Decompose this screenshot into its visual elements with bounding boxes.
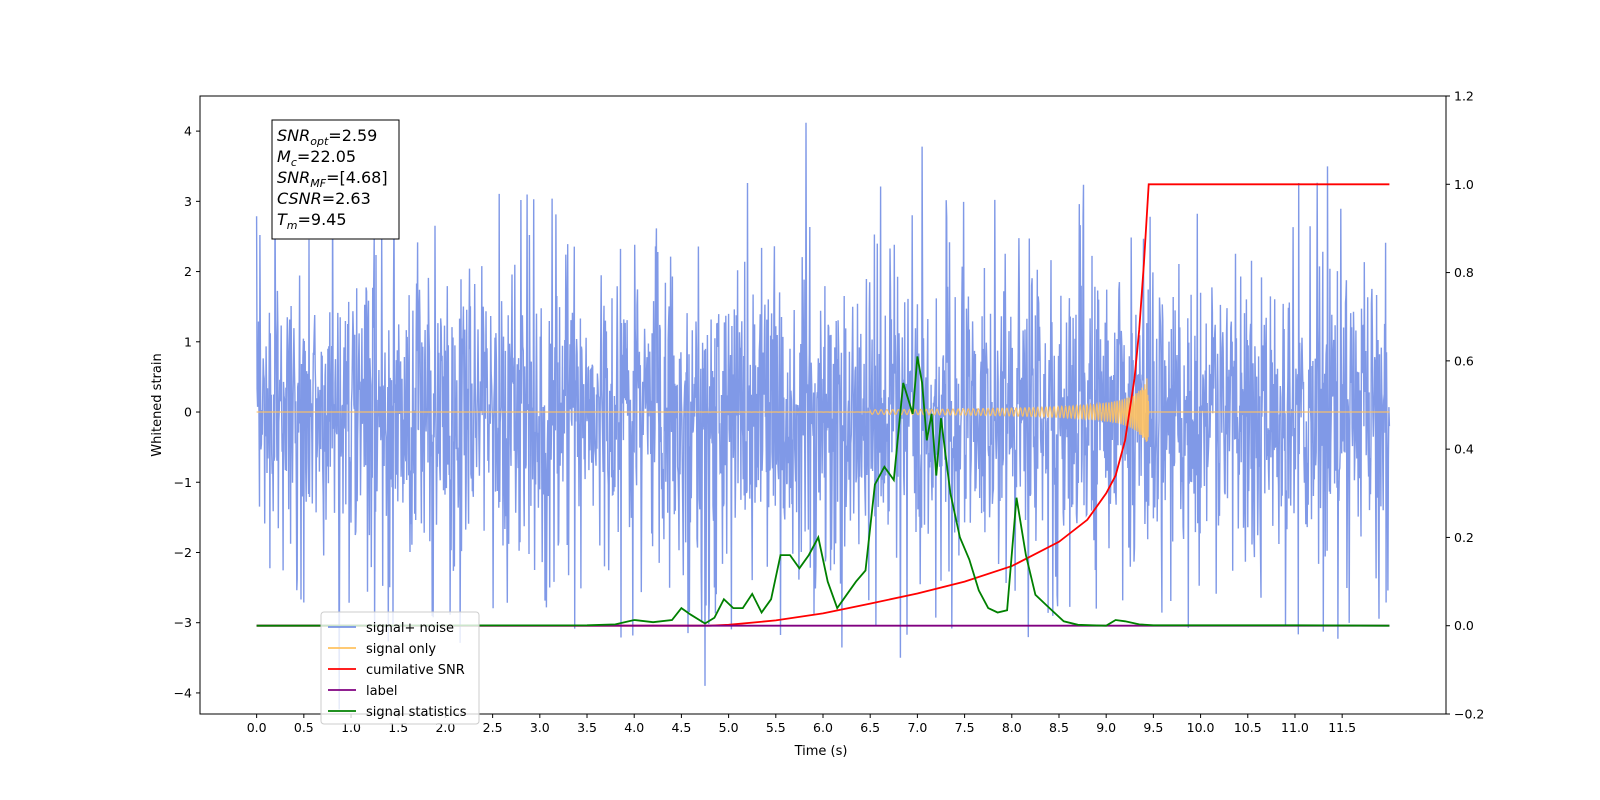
x-tick-label: 4.5 — [671, 720, 691, 735]
y-tick-label: 2 — [184, 264, 192, 279]
x-tick-label: 9.5 — [1143, 720, 1163, 735]
y2-tick-label: −0.2 — [1454, 707, 1484, 722]
x-tick-label: 8.5 — [1049, 720, 1069, 735]
x-tick-label: 5.5 — [766, 720, 786, 735]
y-axis-label: Whitened strain — [150, 353, 165, 456]
y-tick-label: −4 — [174, 685, 192, 700]
legend-label: cumilative SNR — [366, 663, 465, 678]
y-axis-left: 4 3 2 1 0 −1 −2 −3 −4 — [174, 124, 200, 700]
x-tick-label: 9.0 — [1096, 720, 1116, 735]
y-tick-label: 3 — [184, 194, 192, 209]
y-tick-label: −1 — [174, 475, 192, 490]
x-tick-label: 8.0 — [1002, 720, 1022, 735]
y2-tick-label: 1.0 — [1454, 177, 1474, 192]
x-tick-label: 11.0 — [1281, 720, 1309, 735]
legend-label: signal statistics — [366, 705, 467, 720]
series-line-signal-statistics — [256, 356, 1390, 627]
x-tick-label: 10.5 — [1234, 720, 1262, 735]
y-tick-label: 0 — [184, 405, 192, 420]
x-tick-label: 6.5 — [860, 720, 880, 735]
y2-tick-label: 0.8 — [1454, 265, 1474, 280]
annotation-line: SNRMF=[4.68] — [277, 168, 388, 190]
y2-tick-label: 0.6 — [1454, 353, 1474, 368]
x-axis-label: Time (s) — [794, 744, 848, 759]
legend: signal+ noise signal only cumilative SNR la… — [320, 611, 480, 725]
x-tick-label: 11.5 — [1328, 720, 1356, 735]
x-axis: 0.0 0.5 1.0 1.5 2.0 2.5 3.0 3.5 4.0 4.5 5.0 5.5 6.0 6… — [247, 714, 1356, 735]
series-line-signal-noise — [255, 122, 1391, 710]
annotation-line: CSNR=2.63 — [277, 189, 371, 208]
y2-tick-label: 1.2 — [1454, 89, 1474, 104]
legend-label: label — [366, 684, 397, 699]
y-tick-label: 1 — [184, 334, 192, 349]
legend-frame — [320, 611, 480, 725]
x-tick-label: 3.5 — [577, 720, 597, 735]
y2-tick-label: 0.2 — [1454, 530, 1474, 545]
legend-label: signal+ noise — [366, 621, 454, 636]
x-tick-label: 7.5 — [955, 720, 975, 735]
y-tick-label: −2 — [174, 545, 192, 560]
y-axis-right: 1.2 1.0 0.8 0.6 0.4 0.2 0.0 −0.2 — [1446, 89, 1484, 722]
x-tick-label: 7.0 — [907, 720, 927, 735]
x-tick-label: 5.0 — [719, 720, 739, 735]
x-tick-label: 3.0 — [530, 720, 550, 735]
y-tick-label: −3 — [174, 615, 192, 630]
legend-label: signal only — [366, 642, 436, 657]
x-tick-label: 4.0 — [624, 720, 644, 735]
series-line-signal-only — [256, 378, 1390, 442]
x-tick-label: 0.0 — [247, 720, 267, 735]
y2-tick-label: 0.4 — [1454, 442, 1474, 457]
x-tick-label: 0.5 — [294, 720, 314, 735]
annotation-box: SNRopt=2.59Mc=22.05SNRMF=[4.68]CSNR=2.63… — [271, 119, 400, 240]
annotation-line: Tm=9.45 — [277, 210, 347, 232]
annotation-line: Mc=22.05 — [277, 147, 356, 169]
y-tick-label: 4 — [184, 124, 192, 139]
series-line-cumilative-snr — [256, 183, 1390, 627]
annotation-line: SNRopt=2.59 — [277, 126, 377, 148]
annotation-frame — [271, 119, 400, 240]
x-tick-label: 6.0 — [813, 720, 833, 735]
y2-tick-label: 0.0 — [1454, 618, 1474, 633]
x-tick-label: 10.0 — [1187, 720, 1215, 735]
x-tick-label: 2.5 — [483, 720, 503, 735]
